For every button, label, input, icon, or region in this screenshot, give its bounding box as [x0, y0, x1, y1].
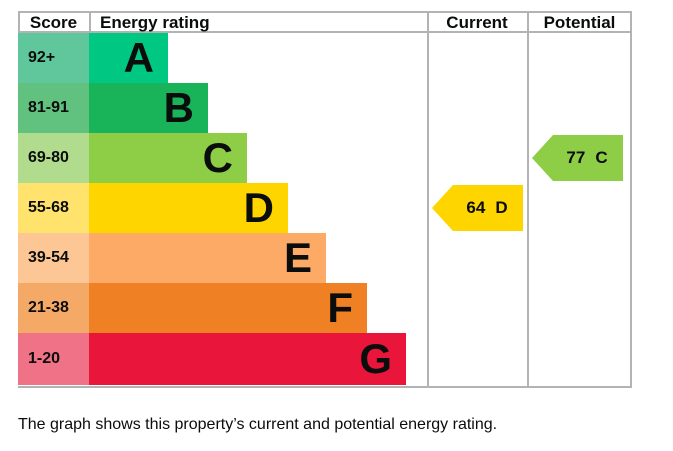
band-row-d: 55-68 D: [18, 183, 288, 233]
rating-chart: Score Energy rating Current Potential 92…: [18, 11, 632, 388]
score-range-cell-c: 69-80: [18, 133, 89, 183]
score-range-cell-g: 1-20: [18, 333, 89, 385]
rating-bar-f: F: [89, 283, 367, 333]
band-row-b: 81-91 B: [18, 83, 208, 133]
band-letter-f: F: [327, 284, 353, 331]
band-row-e: 39-54 E: [18, 233, 326, 283]
rating-bar-g: G: [89, 333, 406, 385]
score-range-cell-d: 55-68: [18, 183, 89, 233]
rating-bar-e: E: [89, 233, 326, 283]
potential-column-divider: [527, 11, 529, 388]
current-column-divider: [427, 11, 429, 388]
rating-bar-c: C: [89, 133, 247, 183]
band-row-g: 1-20 G: [18, 333, 406, 385]
score-range-cell-e: 39-54: [18, 233, 89, 283]
band-letter-b: B: [163, 84, 194, 131]
band-row-a: 92+ A: [18, 33, 168, 83]
band-letter-a: A: [123, 34, 154, 81]
band-letter-e: E: [283, 234, 312, 281]
potential-rating-letter: C: [595, 148, 608, 167]
band-letter-c: C: [202, 134, 233, 181]
band-row-f: 21-38 F: [18, 283, 367, 333]
rating-bar-b: B: [89, 83, 208, 133]
rating-bar-a: A: [89, 33, 168, 83]
column-header-current: Current: [446, 13, 508, 32]
score-column-divider: [89, 11, 91, 33]
chart-right-border: [630, 11, 632, 388]
rating-bar-d: D: [89, 183, 288, 233]
column-header-score: Score: [29, 13, 78, 32]
score-range-cell-a: 92+: [18, 33, 89, 83]
column-header-potential: Potential: [543, 13, 616, 32]
current-rating-arrow: 64 D: [432, 185, 523, 231]
band-letter-d: D: [243, 184, 274, 231]
chart-top-border: [18, 11, 632, 13]
chart-bottom-border: [18, 386, 632, 388]
score-range-cell-f: 21-38: [18, 283, 89, 333]
potential-rating-arrow: 77 C: [532, 135, 623, 181]
band-letter-g: G: [359, 335, 392, 382]
column-header-energy-rating: Energy rating: [100, 13, 210, 32]
header-divider-line: [18, 31, 632, 33]
score-range-cell-b: 81-91: [18, 83, 89, 133]
band-row-c: 69-80 C: [18, 133, 247, 183]
current-rating-letter: D: [495, 198, 508, 217]
potential-rating-value: 77: [566, 148, 586, 167]
header-left-border: [18, 11, 20, 33]
graph-caption: The graph shows this property’s current …: [18, 416, 498, 433]
current-rating-value: 64: [466, 198, 486, 217]
